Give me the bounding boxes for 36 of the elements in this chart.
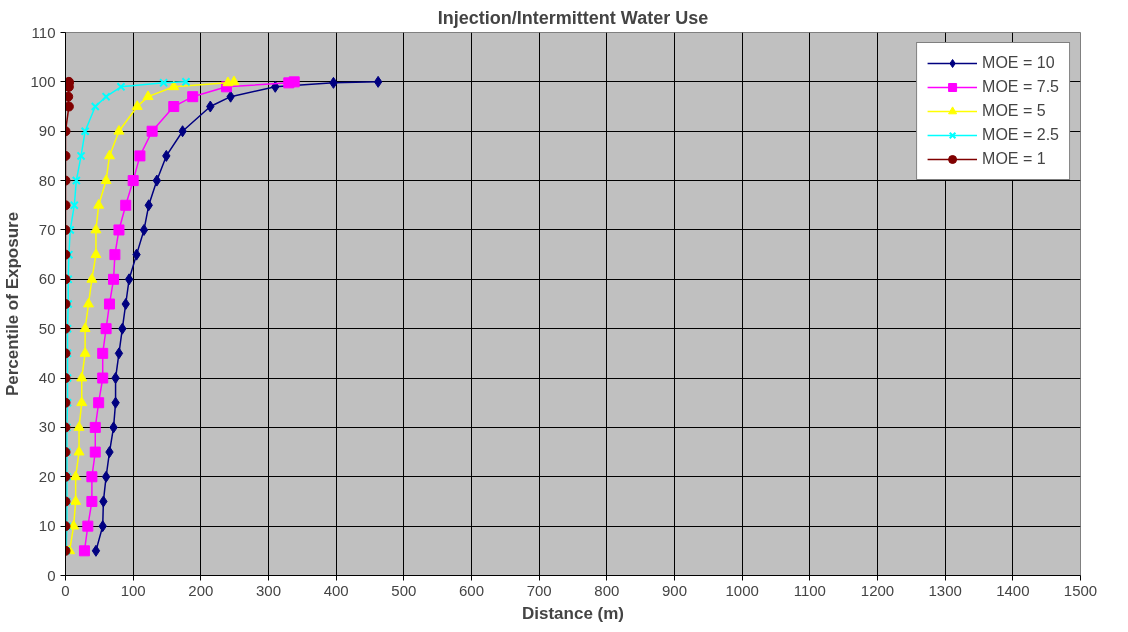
x-tick-label: 0 (61, 581, 70, 599)
legend-label: MOE = 2.5 (982, 126, 1059, 144)
y-tick-label: 0 (47, 566, 56, 584)
x-tick-label: 1100 (793, 581, 826, 599)
legend-label: MOE = 1 (982, 150, 1046, 168)
y-tick-label: 60 (38, 270, 56, 288)
x-tick-label: 1500 (1063, 581, 1098, 599)
y-tick-label: 80 (38, 171, 56, 189)
legend-label: MOE = 7.5 (982, 78, 1059, 96)
legend-label: MOE = 10 (982, 54, 1055, 72)
y-tick-label: 30 (38, 418, 56, 436)
y-tick-label: 110 (31, 23, 56, 41)
x-tick-label: 100 (120, 581, 146, 599)
y-tick-label: 20 (38, 467, 56, 485)
x-tick-label: 200 (188, 581, 214, 599)
x-tick-label: 1300 (928, 581, 962, 599)
x-tick-label: 700 (526, 581, 552, 599)
x-tick-label: 800 (594, 581, 620, 599)
y-tick-label: 100 (30, 72, 56, 90)
x-tick-label: 400 (323, 581, 349, 599)
y-tick-label: 50 (38, 319, 56, 337)
x-tick-label: 1000 (725, 581, 759, 599)
x-axis-title: Distance (m) (521, 603, 625, 623)
x-tick-label: 1200 (860, 581, 895, 599)
x-tick-label: 500 (391, 581, 417, 599)
y-tick-label: 10 (38, 517, 56, 535)
x-tick-label: 1400 (996, 581, 1030, 599)
legend-label: MOE = 5 (982, 102, 1046, 120)
x-tick-label: 300 (255, 581, 282, 599)
y-tick-label: 40 (38, 369, 56, 387)
x-tick-label: 600 (458, 581, 485, 599)
y-tick-label: 90 (38, 122, 56, 140)
y-tick-label: 70 (38, 220, 56, 238)
chart-title: Injection/Intermittent Water Use (437, 7, 709, 28)
y-axis-title: Percentile of Exposure (3, 211, 23, 397)
x-tick-label: 900 (661, 581, 688, 599)
